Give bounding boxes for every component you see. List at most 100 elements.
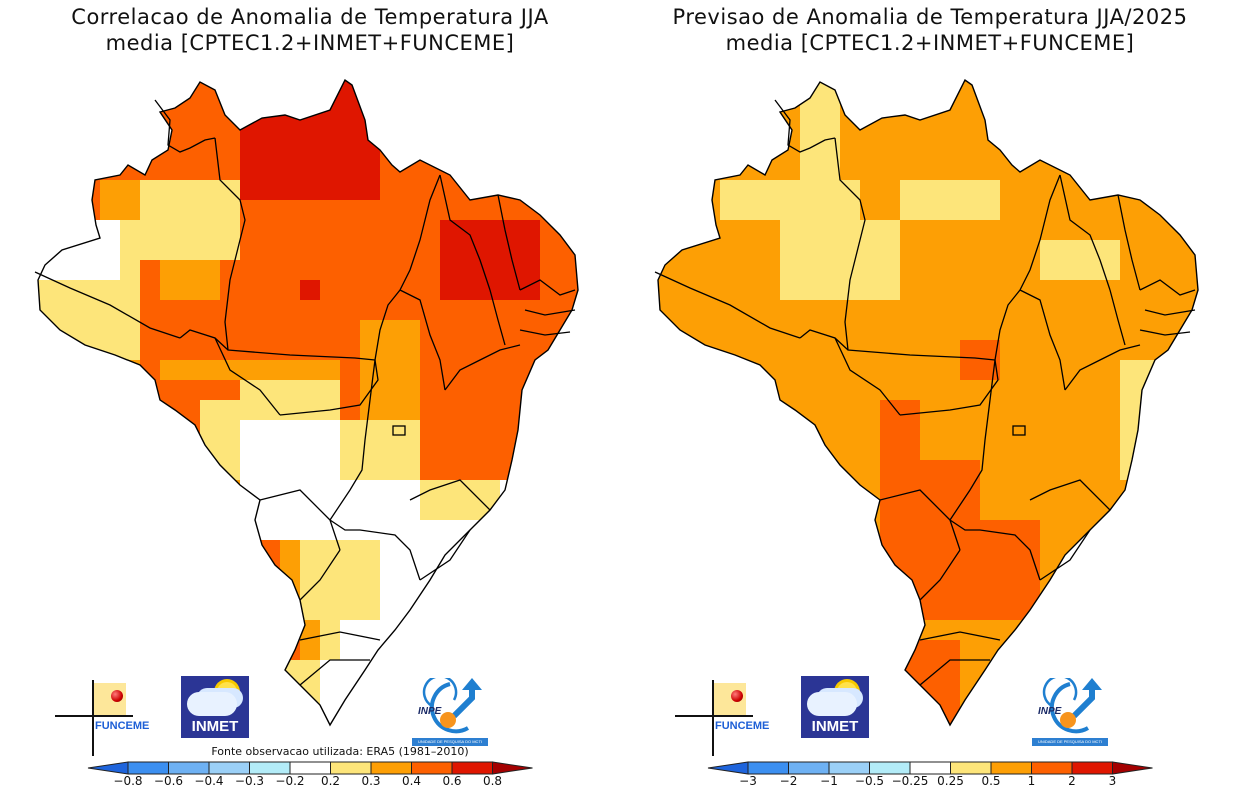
funceme-logo: FUNCEME: [55, 680, 149, 756]
grid-cell: [1140, 620, 1161, 641]
grid-cell: [400, 120, 421, 141]
grid-cell: [1040, 200, 1061, 221]
grid-cell: [380, 220, 401, 241]
grid-cell: [800, 540, 821, 561]
grid-cell: [1000, 140, 1021, 161]
grid-cell: [380, 260, 401, 281]
grid-cell: [1060, 460, 1081, 481]
grid-cell: [40, 520, 61, 541]
grid-cell: [860, 80, 881, 81]
state-border: [919, 659, 990, 686]
grid-cell: [720, 280, 741, 301]
grid-cell: [80, 560, 101, 581]
grid-cell: [480, 600, 501, 621]
grid-cell: [420, 120, 441, 141]
state-border: [949, 519, 1041, 581]
grid-cell: [740, 320, 761, 341]
grid-cell: [320, 660, 341, 681]
grid-cell: [140, 260, 161, 281]
grid-cell: [720, 480, 741, 501]
grid-cell: [340, 600, 361, 621]
grid-cell: [300, 240, 321, 261]
grid-cell: [940, 480, 961, 501]
grid-cell: [120, 200, 141, 221]
grid-cell: [440, 260, 461, 281]
grid-cell: [1060, 580, 1081, 601]
grid-cell: [420, 420, 441, 441]
grid-cell: [1200, 700, 1221, 721]
grid-cell: [360, 560, 381, 581]
grid-cell: [60, 460, 81, 481]
grid-cell: [420, 140, 441, 161]
grid-cell: [320, 680, 341, 701]
grid-cell: [1100, 320, 1121, 341]
grid-cell: [40, 80, 61, 101]
grid-cell: [220, 320, 241, 341]
data-source-note: Fonte observacao utilizada: ERA5 (1981–2…: [211, 745, 469, 758]
colorbar-bin: [828, 761, 870, 775]
grid-cell: [900, 740, 921, 750]
grid-cell: [1160, 660, 1181, 681]
grid-cell: [660, 620, 681, 641]
grid-cell: [580, 600, 601, 621]
grid-cell: [658, 400, 661, 421]
grid-cell: [160, 300, 181, 321]
colorbar-correlation: [87, 761, 533, 775]
grid-cell: [740, 260, 761, 281]
grid-cell: [1140, 660, 1161, 681]
grid-cell: [920, 160, 941, 181]
grid-cell: [80, 140, 101, 161]
colorbar-tick-label: 1: [1027, 774, 1036, 788]
grid-cell: [680, 340, 701, 361]
grid-cell: [1120, 500, 1141, 521]
state-border: [654, 271, 801, 339]
grid-cell: [1020, 360, 1041, 381]
grid-cell: [1180, 420, 1198, 441]
grid-cell: [960, 320, 981, 341]
grid-cell: [880, 240, 901, 261]
grid-cell: [220, 440, 241, 461]
grid-cell: [960, 160, 981, 181]
grid-cell: [820, 340, 841, 361]
grid-cell: [560, 220, 578, 241]
grid-cell: [100, 300, 121, 321]
grid-cell: [560, 100, 578, 121]
grid-cell: [420, 200, 441, 221]
grid-cell: [300, 80, 321, 101]
colorbar-bin: [950, 761, 992, 775]
grid-cell: [40, 540, 61, 561]
grid-cell: [80, 600, 101, 621]
grid-cell: [1200, 440, 1221, 461]
grid-cell: [680, 220, 701, 241]
grid-cell: [1200, 400, 1221, 421]
grid-cell: [880, 700, 901, 721]
grid-cell: [100, 460, 121, 481]
grid-cell: [38, 320, 41, 341]
grid-cell: [40, 320, 61, 341]
grid-cell: [740, 80, 761, 101]
grid-cell: [100, 660, 121, 681]
grid-cell: [940, 200, 961, 221]
grid-cell: [260, 340, 281, 361]
grid-cell: [140, 480, 161, 501]
grid-cell: [340, 140, 361, 161]
state-border: [519, 329, 571, 336]
grid-cell: [700, 120, 721, 141]
grid-cell: [400, 500, 421, 521]
grid-cell: [800, 200, 821, 221]
grid-cell: [140, 240, 161, 261]
grid-cell: [560, 320, 578, 341]
grid-cell: [980, 260, 1001, 281]
grid-cell: [260, 160, 281, 181]
grid-cell: [880, 300, 901, 321]
grid-cell: [1180, 320, 1198, 341]
grid-cell: [760, 560, 781, 581]
grid-cell: [1180, 700, 1198, 721]
grid-cell: [280, 360, 301, 381]
grid-cell: [740, 360, 761, 381]
grid-cell: [360, 520, 381, 541]
grid-cell: [740, 620, 761, 641]
grid-cell: [920, 240, 941, 261]
grid-cell: [780, 200, 801, 221]
grid-cell: [200, 260, 221, 281]
